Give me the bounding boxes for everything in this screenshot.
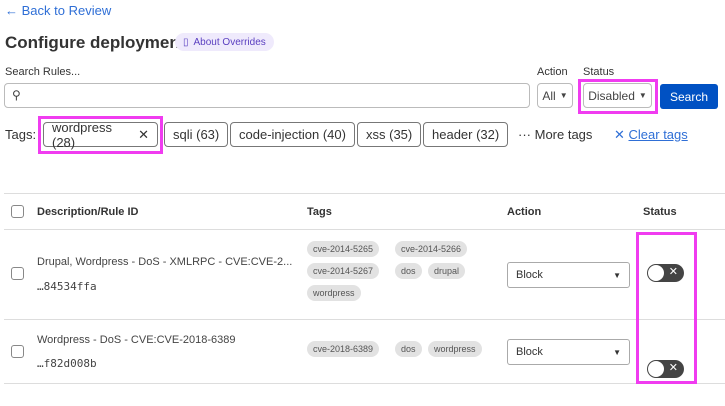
rule-description: Drupal, Wordpress - DoS - XMLRPC - CVE:C… xyxy=(37,256,293,268)
about-overrides-label: About Overrides xyxy=(193,36,266,48)
action-value: Block xyxy=(516,346,543,358)
tag-chip-sqli[interactable]: sqli (63) xyxy=(164,122,229,147)
table-divider xyxy=(4,193,725,194)
status-filter-select[interactable]: Disabled ▼ xyxy=(583,83,652,108)
toggle-knob xyxy=(648,265,664,281)
book-icon: ▯ xyxy=(183,36,189,48)
action-filter-label: Action xyxy=(537,66,568,78)
tag-chip-header[interactable]: header (32) xyxy=(423,122,509,147)
table-divider xyxy=(4,383,725,384)
rule-tag: dos xyxy=(395,341,422,357)
tag-chip-label: wordpress (28) xyxy=(52,119,112,150)
close-icon: ✕ xyxy=(614,127,629,142)
rule-tag: wordpress xyxy=(307,285,361,301)
tag-chip-code-injection[interactable]: code-injection (40) xyxy=(230,122,355,147)
table-divider xyxy=(4,229,725,230)
more-tags-label: More tags xyxy=(534,127,593,142)
status-filter-label: Status xyxy=(583,66,615,78)
tag-chip-wordpress[interactable]: wordpress (28) ✕ xyxy=(43,119,158,150)
column-header-status: Status xyxy=(643,206,677,218)
rule-tag: cve-2014-5266 xyxy=(395,241,468,257)
search-button[interactable]: Search xyxy=(660,84,718,109)
back-to-review-link[interactable]: ← Back to Review xyxy=(5,3,112,18)
search-icon: ⚲ xyxy=(12,88,21,102)
rule-tag: cve-2018-6389 xyxy=(307,341,380,357)
rule-description: Wordpress - DoS - CVE:CVE-2018-6389 xyxy=(37,334,236,346)
rule-tag: cve-2014-5267 xyxy=(307,263,380,279)
page-title: Configure deployment xyxy=(5,33,186,52)
tag-chip-xss[interactable]: xss (35) xyxy=(357,122,422,147)
row-checkbox[interactable] xyxy=(11,345,24,358)
row-checkbox[interactable] xyxy=(11,267,24,280)
clear-tags-link[interactable]: ✕ Clear tags xyxy=(614,127,688,143)
search-input[interactable]: ⚲ xyxy=(4,83,530,108)
status-toggle[interactable]: ✕ xyxy=(647,264,684,282)
close-icon[interactable]: ✕ xyxy=(138,126,149,142)
rule-tag: cve-2014-5265 xyxy=(307,241,380,257)
caret-down-icon: ▼ xyxy=(613,347,621,357)
action-value: Block xyxy=(516,269,543,281)
action-filter-value: All xyxy=(542,88,556,103)
column-header-tags: Tags xyxy=(307,206,332,218)
caret-down-icon: ▼ xyxy=(638,91,647,100)
status-toggle[interactable]: ✕ xyxy=(647,360,684,378)
toggle-knob xyxy=(648,361,664,377)
rule-tag: wordpress xyxy=(428,341,482,357)
caret-down-icon: ▼ xyxy=(613,270,621,280)
column-header-action: Action xyxy=(507,206,542,218)
about-overrides-button[interactable]: ▯ About Overrides xyxy=(175,33,274,51)
status-filter-value: Disabled xyxy=(588,88,635,103)
clear-tags-label: Clear tags xyxy=(628,127,688,142)
action-select[interactable]: Block ▼ xyxy=(507,262,630,288)
ellipsis-icon: ··· xyxy=(518,127,535,142)
column-header-description: Description/Rule ID xyxy=(37,206,139,218)
rule-tag: drupal xyxy=(428,263,466,279)
action-filter-select[interactable]: All ▼ xyxy=(537,83,573,108)
rule-id: …84534ffa xyxy=(37,280,97,293)
caret-down-icon: ▼ xyxy=(559,91,568,100)
select-all-checkbox[interactable] xyxy=(11,205,24,218)
tags-label: Tags: xyxy=(5,127,37,142)
action-select[interactable]: Block ▼ xyxy=(507,339,630,365)
close-icon: ✕ xyxy=(668,266,678,278)
close-icon: ✕ xyxy=(668,362,678,374)
more-tags-button[interactable]: ··· More tags xyxy=(518,127,592,142)
table-divider xyxy=(4,319,725,320)
rule-tag: dos xyxy=(395,263,422,279)
search-label: Search Rules... xyxy=(5,66,81,78)
rule-id: …f82d008b xyxy=(37,357,97,370)
